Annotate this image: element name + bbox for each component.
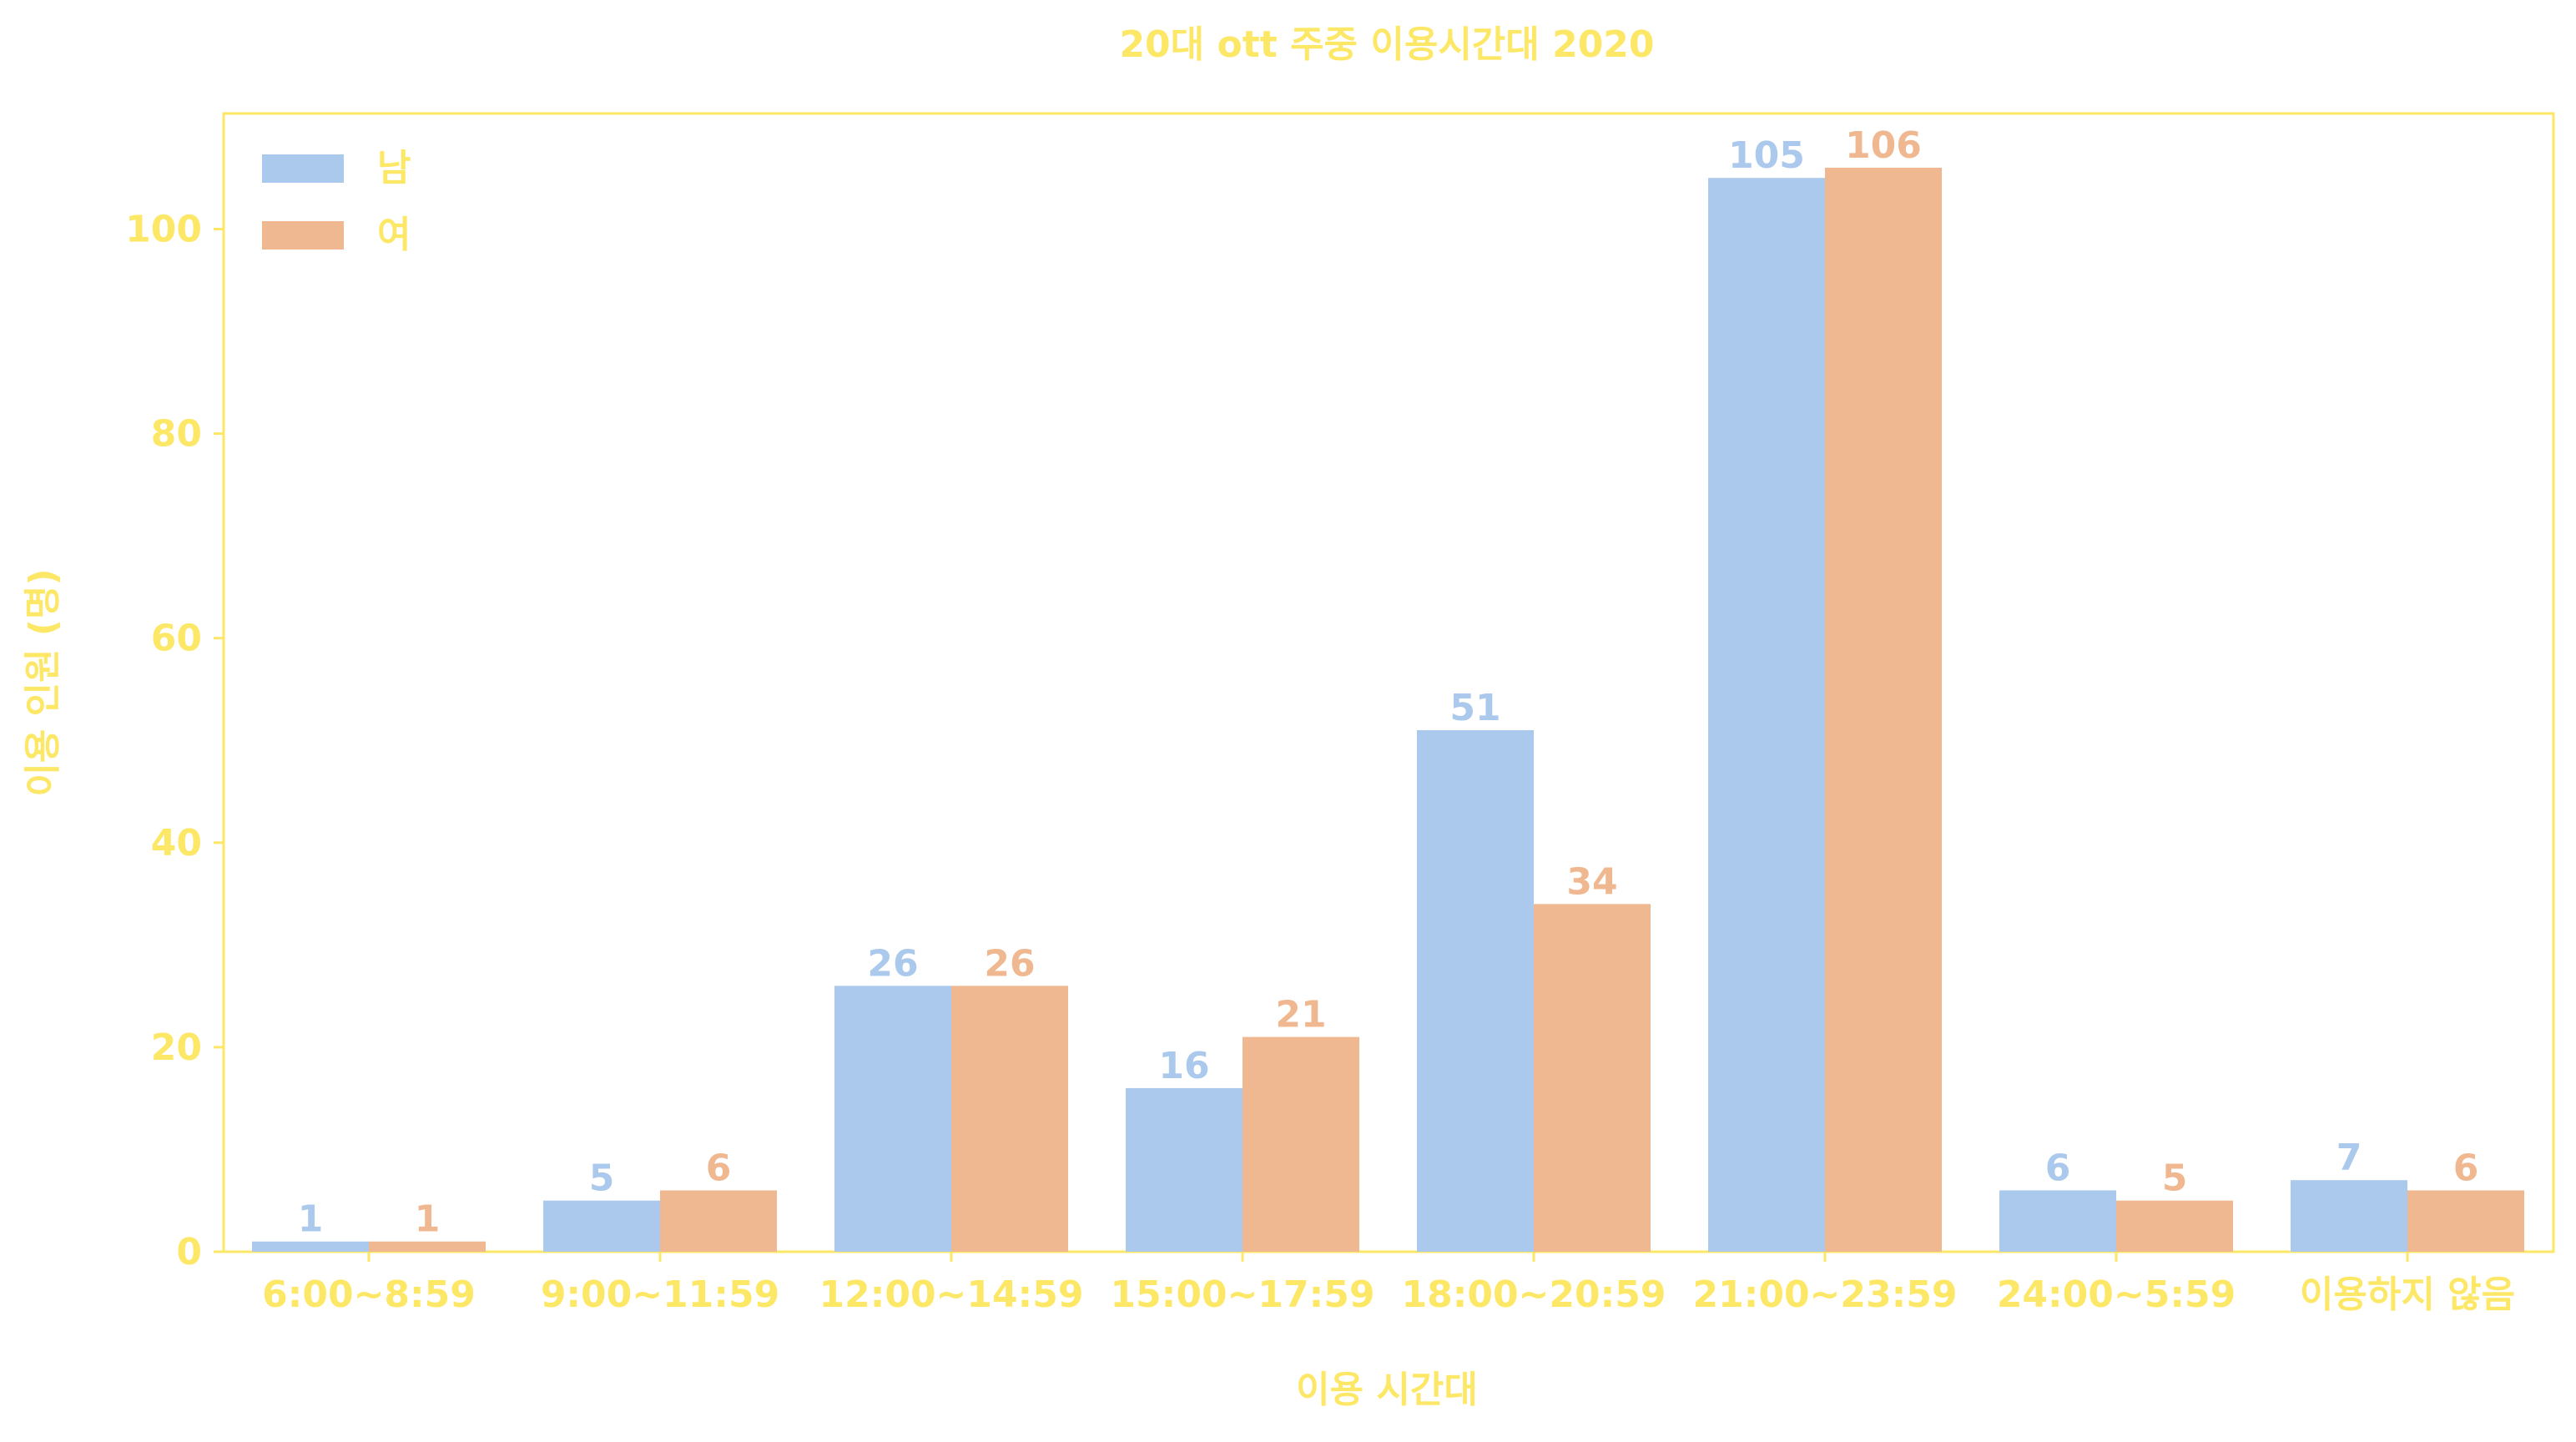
y-axis-label: 이용 인원 (명) xyxy=(22,568,64,796)
bar-value-label: 16 xyxy=(1158,1045,1209,1087)
bar xyxy=(2407,1190,2524,1252)
y-tick-label: 100 xyxy=(125,208,202,250)
bar-value-label: 106 xyxy=(1845,124,1922,167)
plot-frame xyxy=(222,112,2555,1253)
legend-swatch xyxy=(262,154,344,183)
bar xyxy=(369,1241,486,1252)
bar xyxy=(252,1241,369,1252)
bar xyxy=(951,986,1068,1252)
bar xyxy=(1708,178,1825,1253)
y-tick-label: 20 xyxy=(151,1026,202,1069)
x-tick-label: 24:00~5:59 xyxy=(1997,1273,2236,1316)
bar xyxy=(660,1190,777,1252)
bar xyxy=(1999,1190,2116,1252)
y-tick-label: 40 xyxy=(151,822,202,865)
bar-value-label: 105 xyxy=(1728,134,1805,177)
bar-value-label: 7 xyxy=(2337,1137,2362,1179)
x-tick-label: 6:00~8:59 xyxy=(262,1273,476,1316)
x-tick-label: 이용하지 않음 xyxy=(2300,1273,2515,1316)
bar-value-label: 1 xyxy=(298,1198,324,1241)
legend: 남여 xyxy=(262,147,411,256)
bar xyxy=(1534,904,1651,1252)
bar-value-label: 26 xyxy=(984,942,1035,985)
bar-value-label: 21 xyxy=(1275,994,1326,1036)
bar xyxy=(1126,1087,1243,1252)
bar xyxy=(834,986,951,1252)
x-tick-label: 9:00~11:59 xyxy=(541,1273,779,1316)
bar-value-label: 51 xyxy=(1449,687,1500,729)
bar-value-label: 34 xyxy=(1566,860,1617,903)
bar-value-label: 6 xyxy=(2045,1147,2071,1189)
bar-value-label: 1 xyxy=(415,1198,441,1241)
bar xyxy=(1825,167,1942,1252)
legend-label: 남 xyxy=(377,147,411,189)
y-axis: 0 20 40 60 80 100 xyxy=(125,208,224,1273)
bar xyxy=(1243,1036,1359,1252)
x-axis: 6:00~8:59 9:00~11:59 12:00~14:59 15:00~17:5… xyxy=(262,1252,2515,1316)
bar-value-label: 26 xyxy=(867,942,918,985)
y-tick-label: 80 xyxy=(151,413,202,456)
bar xyxy=(2116,1200,2233,1252)
bar xyxy=(1417,729,1534,1252)
bar-labels-layer: 1 1 5 6 26 26 16 21 51 34 105 106 6 5 7 6 xyxy=(298,124,2479,1241)
chart-title: 20대 ott 주중 이용시간대 2020 xyxy=(1119,23,1654,66)
bar-value-label: 6 xyxy=(706,1147,732,1189)
x-axis-label: 이용 시간대 xyxy=(1296,1369,1478,1411)
bar-value-label: 5 xyxy=(589,1157,615,1200)
bar-value-label: 6 xyxy=(2453,1147,2479,1189)
x-tick-label: 21:00~23:59 xyxy=(1693,1273,1958,1316)
bars-layer xyxy=(252,167,2524,1253)
y-tick-label: 0 xyxy=(176,1231,202,1273)
y-tick-label: 60 xyxy=(151,618,202,660)
x-tick-label: 15:00~17:59 xyxy=(1111,1273,1375,1316)
bar xyxy=(2291,1180,2407,1252)
x-tick-label: 18:00~20:59 xyxy=(1402,1273,1666,1316)
bar-value-label: 5 xyxy=(2162,1157,2188,1200)
legend-label: 여 xyxy=(377,214,411,256)
x-tick-label: 12:00~14:59 xyxy=(819,1273,1084,1316)
legend-swatch xyxy=(262,221,344,250)
bar xyxy=(543,1200,660,1252)
